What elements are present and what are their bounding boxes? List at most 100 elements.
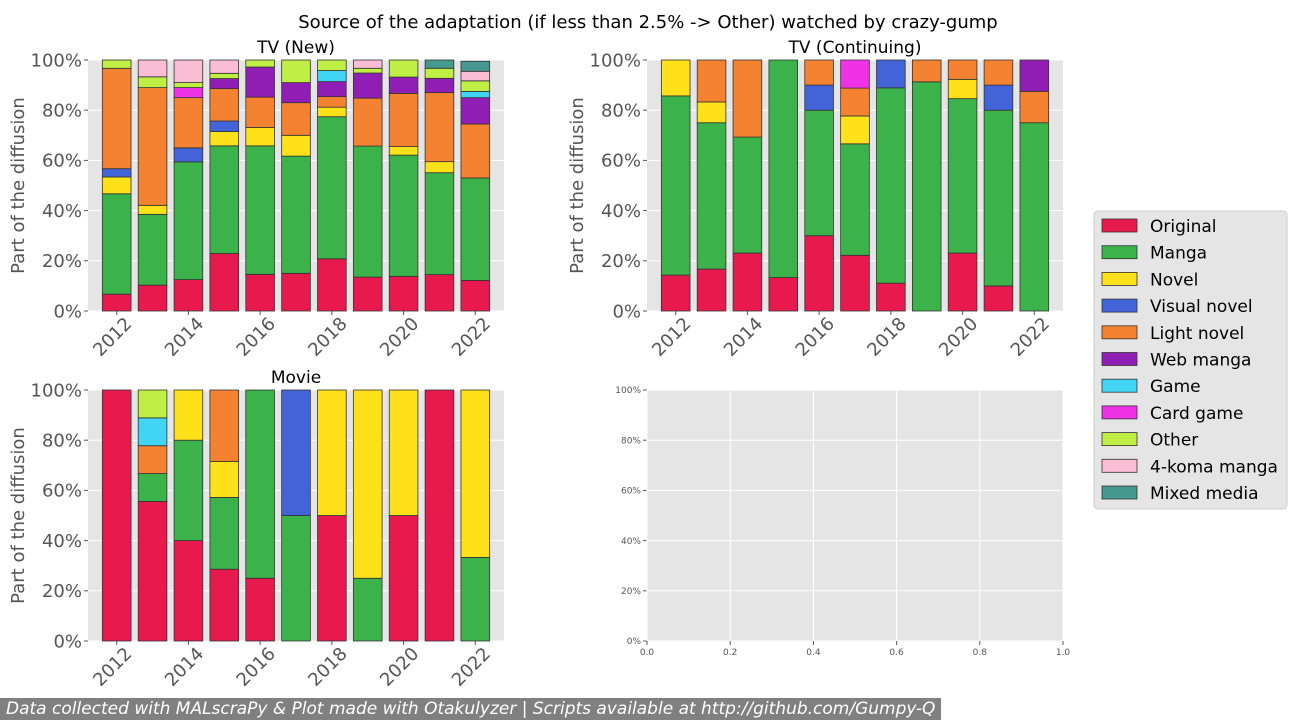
bar-manga-2014 xyxy=(173,161,204,281)
y-tick-label: 20% xyxy=(601,251,641,272)
bar-manga-2019 xyxy=(352,145,383,278)
legend-label: 4-koma manga xyxy=(1150,457,1278,477)
legend-item-original: Original xyxy=(1101,217,1217,237)
bar-novel-2014 xyxy=(173,389,204,441)
bar-other-2012 xyxy=(101,59,132,69)
x-tick-label: 0.4 xyxy=(806,648,821,658)
bar-original-2019 xyxy=(352,276,383,312)
bar-game-2018 xyxy=(317,70,347,82)
charts-layer: 0% 20% 40% 60% 80% 100% 2012 2014 2016 2018 2020 20… xyxy=(8,38,1070,691)
bar-other-2017 xyxy=(281,59,311,83)
bar-light-novel-2013 xyxy=(137,87,168,206)
bar-visual-novel-2018 xyxy=(876,59,906,89)
y-tick-label: 100% xyxy=(31,50,82,71)
bar-novel-2020 xyxy=(388,389,419,516)
legend-item-visual-novel: Visual novel xyxy=(1101,297,1253,317)
bar-light-novel-2016 xyxy=(245,96,275,128)
bar-original-2015 xyxy=(768,277,799,312)
bar-light-novel-2019 xyxy=(352,97,383,147)
bar-other-2021 xyxy=(424,67,455,79)
bar-manga-2016 xyxy=(245,389,275,579)
legend-swatch xyxy=(1101,218,1138,233)
legend-swatch xyxy=(1101,352,1138,366)
bar-original-2022 xyxy=(460,279,491,312)
bar-manga-2022 xyxy=(1019,122,1050,312)
bar-novel-2015 xyxy=(209,131,240,147)
bar-novel-2018 xyxy=(317,389,347,516)
y-tick-label: 60% xyxy=(42,481,82,502)
bar-original-2021 xyxy=(983,285,1014,312)
bar-original-2017 xyxy=(840,254,870,312)
bar-original-2013 xyxy=(137,501,168,642)
bar-light-novel-2017 xyxy=(281,102,311,136)
x-tick-label: 2020 xyxy=(376,313,423,360)
x-tick-label: 0.6 xyxy=(889,648,904,658)
legend-label: Light novel xyxy=(1150,324,1244,344)
bar-light-novel-2016 xyxy=(804,59,834,86)
bar-manga-2012 xyxy=(660,95,691,276)
bar-original-2020 xyxy=(388,515,419,642)
y-tick-label: 0% xyxy=(612,301,641,322)
bar-novel-2017 xyxy=(281,134,311,157)
x-tick-label: 2018 xyxy=(304,313,351,360)
bar-novel-2015 xyxy=(209,461,240,498)
bar-original-2012 xyxy=(101,389,132,642)
legend-label: Novel xyxy=(1150,270,1198,290)
bar-original-2018 xyxy=(317,515,347,642)
bar-novel-2016 xyxy=(245,127,275,147)
x-tick-label: 2018 xyxy=(863,313,910,360)
bar-original-2021 xyxy=(424,274,455,312)
bar-original-2016 xyxy=(245,273,275,312)
legend-label: Web manga xyxy=(1150,351,1251,371)
legend-label: Game xyxy=(1150,377,1201,397)
legend-swatch xyxy=(1101,405,1138,420)
y-tick-label: 80% xyxy=(601,101,641,122)
chart-4: 0% 20% 40% 60% 80% 100% 0.0 0.2 0.4 0.6 0.8 1.0 xyxy=(615,386,1070,658)
bar-manga-2021 xyxy=(424,172,455,276)
legend-item-card-game: Card game xyxy=(1101,404,1243,424)
legend-label: Mixed media xyxy=(1150,484,1259,504)
bar-other-2020 xyxy=(388,59,419,78)
y-tick-label: 40% xyxy=(621,537,641,547)
bar-web-manga-2017 xyxy=(281,82,311,104)
bar-light-novel-2021 xyxy=(424,92,455,163)
bar-original-2021 xyxy=(424,389,455,642)
chart-1: 0% 20% 40% 60% 80% 100% 2012 2014 2016 2018 2020 20… xyxy=(8,38,504,361)
x-tick-label: 2022 xyxy=(448,643,495,690)
bar-original-2020 xyxy=(947,252,978,312)
bar-original-2014 xyxy=(173,540,204,642)
legend-swatch xyxy=(1101,245,1138,260)
bar-visual-novel-2016 xyxy=(804,84,834,111)
bar-novel-2012 xyxy=(101,176,132,195)
bar-manga-2016 xyxy=(245,145,275,275)
bar-manga-2020 xyxy=(947,98,978,254)
bar-other-2013 xyxy=(137,76,168,89)
y-tick-label: 0% xyxy=(53,631,82,652)
bar-novel-2021 xyxy=(424,161,455,174)
bar-original-2016 xyxy=(804,235,834,312)
bar-manga-2022 xyxy=(460,557,491,642)
bar-web-manga-2022 xyxy=(460,97,491,125)
bar-novel-2013 xyxy=(696,101,727,124)
bar-4-koma-manga-2022 xyxy=(460,70,491,82)
legend-label: Original xyxy=(1150,217,1217,237)
bar-manga-2018 xyxy=(876,87,906,284)
legend-item-light-novel: Light novel xyxy=(1101,324,1244,344)
bar-light-novel-2015 xyxy=(209,389,240,462)
bar-web-manga-2019 xyxy=(352,72,383,99)
bar-manga-2019 xyxy=(352,577,383,642)
y-tick-label: 80% xyxy=(42,101,82,122)
y-tick-label: 100% xyxy=(615,386,641,396)
y-tick-label: 0% xyxy=(53,301,82,322)
bar-light-novel-2014 xyxy=(173,97,204,149)
bar-novel-2012 xyxy=(660,59,691,97)
y-tick-label: 60% xyxy=(42,151,82,172)
x-tick-label: 2022 xyxy=(1007,313,1054,360)
legend-swatch xyxy=(1101,378,1138,393)
bar-game-2022 xyxy=(460,90,491,99)
bar-web-manga-2016 xyxy=(245,66,275,98)
bar-manga-2013 xyxy=(137,213,168,286)
bar-manga-2013 xyxy=(137,473,168,502)
legend-item-other: Other xyxy=(1101,431,1198,451)
